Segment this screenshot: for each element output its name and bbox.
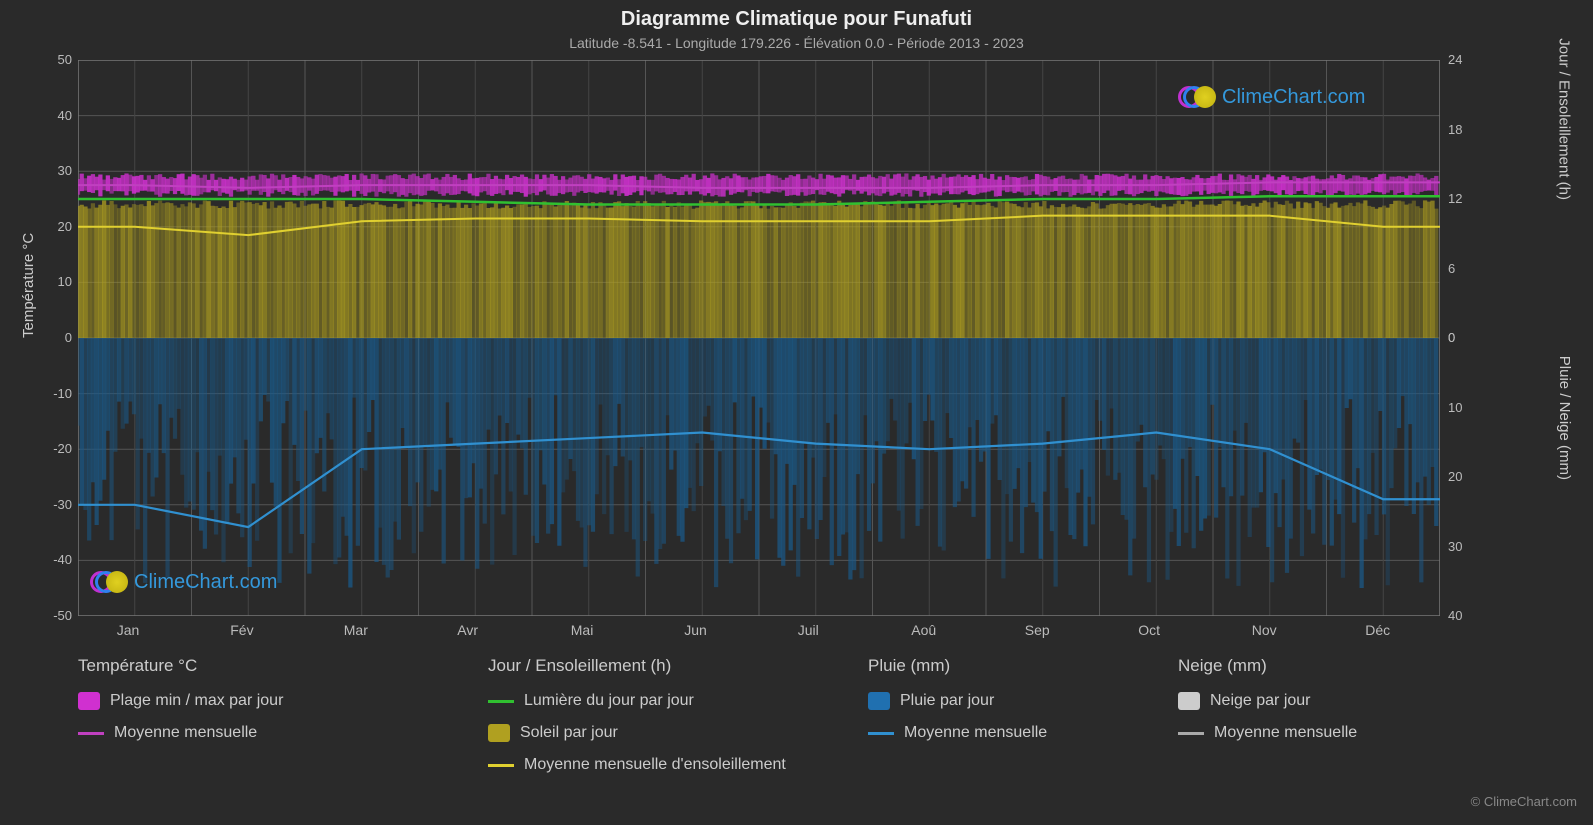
legend-header: Jour / Ensoleillement (h) — [488, 656, 868, 676]
y-axis-left-label: Température °C — [20, 233, 37, 338]
y-tick-right-hours: 18 — [1448, 122, 1462, 137]
y-axis-right-top-label: Jour / Ensoleillement (h) — [1556, 38, 1573, 200]
x-tick-month: Oct — [1138, 622, 1160, 638]
legend-header: Neige (mm) — [1178, 656, 1478, 676]
legend-swatch — [78, 692, 100, 710]
y-axis-right-bottom-label: Pluie / Neige (mm) — [1556, 356, 1573, 480]
y-tick-left: -20 — [44, 441, 72, 456]
legend-label: Neige par jour — [1210, 692, 1311, 710]
y-tick-left: -40 — [44, 552, 72, 567]
legend-swatch — [868, 692, 890, 710]
legend-label: Plage min / max par jour — [110, 692, 283, 710]
y-tick-left: -30 — [44, 497, 72, 512]
legend-header: Température °C — [78, 656, 488, 676]
copyright: © ClimeChart.com — [1471, 794, 1577, 809]
y-tick-right-hours: 24 — [1448, 52, 1462, 67]
y-tick-left: 50 — [44, 52, 72, 67]
legend-column: Pluie (mm) Pluie par jour Moyenne mensuell… — [868, 656, 1178, 774]
y-tick-left: 20 — [44, 219, 72, 234]
legend-swatch — [488, 724, 510, 742]
legend-item: Moyenne mensuelle — [78, 724, 488, 742]
legend-swatch — [1178, 732, 1204, 735]
x-tick-month: Jan — [117, 622, 140, 638]
y-tick-right-mm: 30 — [1448, 539, 1462, 554]
legend-label: Lumière du jour par jour — [524, 692, 694, 710]
y-tick-left: 0 — [44, 330, 72, 345]
x-tick-month: Mar — [344, 622, 368, 638]
legend-header: Pluie (mm) — [868, 656, 1178, 676]
chart-title: Diagramme Climatique pour Funafuti — [0, 0, 1593, 31]
y-tick-left: -10 — [44, 386, 72, 401]
y-tick-left: 10 — [44, 274, 72, 289]
y-tick-left: 40 — [44, 108, 72, 123]
x-tick-month: Mai — [571, 622, 594, 638]
y-tick-right-mm: 10 — [1448, 400, 1462, 415]
legend-column: Température °C Plage min / max par jour Mo… — [78, 656, 488, 774]
y-tick-right-mm: 0 — [1448, 330, 1455, 345]
legend-label: Moyenne mensuelle — [904, 724, 1047, 742]
legend-item: Moyenne mensuelle — [868, 724, 1178, 742]
x-tick-month: Nov — [1252, 622, 1277, 638]
legend-swatch — [488, 764, 514, 767]
x-tick-month: Déc — [1365, 622, 1390, 638]
logo-icon — [1178, 85, 1216, 109]
legend-swatch — [868, 732, 894, 735]
legend-swatch — [78, 732, 104, 735]
legend: Température °C Plage min / max par jour Mo… — [78, 656, 1508, 774]
legend-item: Pluie par jour — [868, 692, 1178, 710]
y-tick-right-mm: 40 — [1448, 608, 1462, 623]
legend-label: Moyenne mensuelle d'ensoleillement — [524, 756, 786, 774]
logo-icon — [90, 570, 128, 594]
legend-item: Neige par jour — [1178, 692, 1478, 710]
legend-item: Plage min / max par jour — [78, 692, 488, 710]
legend-item: Soleil par jour — [488, 724, 868, 742]
legend-label: Pluie par jour — [900, 692, 994, 710]
legend-column: Jour / Ensoleillement (h) Lumière du jour… — [488, 656, 868, 774]
legend-label: Moyenne mensuelle — [1214, 724, 1357, 742]
chart-area — [78, 60, 1440, 616]
legend-item: Moyenne mensuelle — [1178, 724, 1478, 742]
y-tick-left: 30 — [44, 163, 72, 178]
legend-swatch — [488, 700, 514, 703]
legend-item: Moyenne mensuelle d'ensoleillement — [488, 756, 868, 774]
x-tick-month: Aoû — [911, 622, 936, 638]
y-tick-right-hours: 6 — [1448, 261, 1455, 276]
legend-swatch — [1178, 692, 1200, 710]
x-tick-month: Avr — [457, 622, 478, 638]
legend-item: Lumière du jour par jour — [488, 692, 868, 710]
legend-column: Neige (mm) Neige par jour Moyenne mensuell… — [1178, 656, 1478, 774]
watermark-text: ClimeChart.com — [1222, 86, 1365, 109]
x-tick-month: Juil — [798, 622, 819, 638]
y-tick-right-hours: 12 — [1448, 191, 1462, 206]
y-tick-left: -50 — [44, 608, 72, 623]
chart-svg — [78, 60, 1440, 616]
legend-label: Soleil par jour — [520, 724, 618, 742]
watermark-top: ClimeChart.com — [1178, 85, 1365, 109]
watermark-text: ClimeChart.com — [134, 571, 277, 594]
y-tick-right-mm: 20 — [1448, 469, 1462, 484]
x-tick-month: Fév — [230, 622, 253, 638]
chart-subtitle: Latitude -8.541 - Longitude 179.226 - Él… — [0, 35, 1593, 51]
watermark-bottom: ClimeChart.com — [90, 570, 277, 594]
x-tick-month: Sep — [1025, 622, 1050, 638]
x-tick-month: Jun — [684, 622, 707, 638]
legend-label: Moyenne mensuelle — [114, 724, 257, 742]
